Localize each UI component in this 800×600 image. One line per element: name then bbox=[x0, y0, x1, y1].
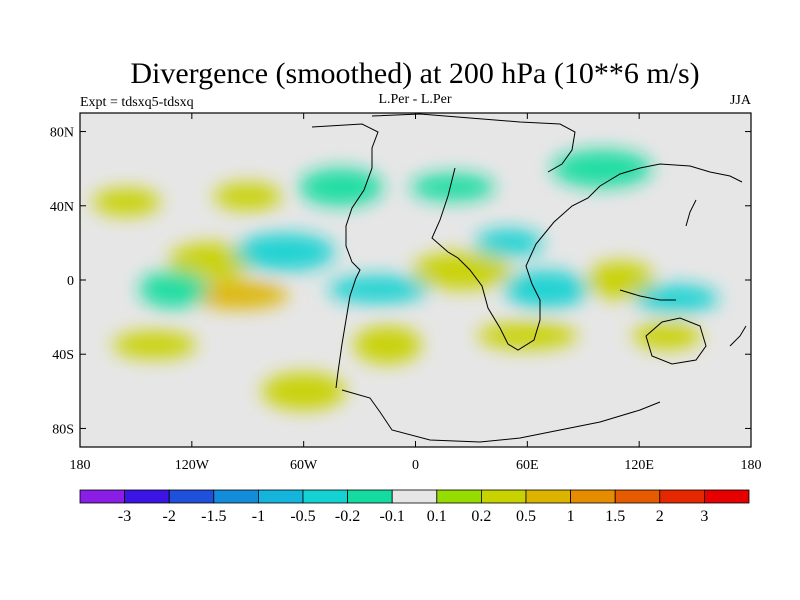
colorbar: -3 -2 -1.5 -1 -0.5 -0.2 -0.1 0.1 0.2 0.5 1 1.5 2 3 bbox=[79, 489, 750, 525]
coastline-americas bbox=[311, 123, 379, 389]
x-axis: 180 120W 60W 0 60E 120E 180 bbox=[70, 113, 762, 473]
colorbar-label: 3 bbox=[700, 508, 708, 525]
anomaly-region bbox=[503, 270, 588, 309]
colorbar-label: -2 bbox=[163, 508, 176, 525]
colorbar-swatch bbox=[302, 489, 348, 504]
x-tick-label: 180 bbox=[70, 458, 91, 473]
right-label: JJA bbox=[730, 93, 752, 108]
anomaly-region bbox=[235, 233, 336, 272]
colorbar-swatch bbox=[213, 489, 259, 504]
x-tick-label: 120E bbox=[624, 458, 654, 473]
colorbar-swatch bbox=[525, 489, 571, 504]
y-tick-label: 80N bbox=[50, 126, 74, 141]
anomaly-region bbox=[139, 270, 208, 309]
colorbar-label: 2 bbox=[656, 508, 664, 525]
colorbar-label: 1.5 bbox=[605, 508, 625, 525]
colorbar-swatch bbox=[79, 489, 125, 504]
anomaly-region bbox=[474, 228, 543, 257]
colorbar-swatch bbox=[480, 489, 527, 504]
colorbar-label: -0.2 bbox=[335, 508, 360, 525]
colorbar-label: -1 bbox=[252, 508, 265, 525]
center-label: L.Per - L.Per bbox=[378, 92, 451, 107]
anomaly-region bbox=[633, 321, 702, 350]
colorbar-label: 1 bbox=[567, 508, 575, 525]
y-tick-label: 40N bbox=[50, 200, 74, 215]
colorbar-label: -1.5 bbox=[201, 508, 226, 525]
coastline-australia bbox=[645, 317, 707, 365]
colorbar-label: -0.1 bbox=[380, 508, 405, 525]
anomaly-field bbox=[92, 149, 719, 411]
colorbar-label: 0.5 bbox=[516, 508, 536, 525]
colorbar-swatch bbox=[168, 489, 215, 504]
coastline-indonesia bbox=[619, 289, 676, 301]
anomaly-region bbox=[92, 188, 161, 217]
colorbar-swatch bbox=[391, 489, 438, 504]
colorbar-swatch bbox=[570, 489, 616, 504]
anomaly-region bbox=[261, 372, 346, 411]
coastline-europe-africa bbox=[431, 167, 601, 351]
anomaly-region bbox=[353, 325, 422, 364]
anomaly-region bbox=[213, 182, 282, 211]
colorbar-label: -3 bbox=[118, 508, 131, 525]
x-tick-label: 60W bbox=[290, 458, 318, 473]
anomaly-region bbox=[112, 330, 197, 359]
coastline-nz bbox=[729, 325, 747, 347]
colorbar-swatch bbox=[659, 489, 705, 504]
x-tick-label: 0 bbox=[412, 458, 419, 473]
anomaly-region bbox=[477, 321, 578, 350]
y-tick-label: 80S bbox=[52, 422, 74, 437]
colorbar-swatch bbox=[614, 489, 661, 504]
anomaly-region bbox=[634, 284, 719, 313]
colorbar-swatch bbox=[124, 489, 170, 504]
anomaly-region bbox=[298, 168, 383, 207]
colorbar-swatch bbox=[257, 489, 304, 504]
coastline-japan bbox=[685, 199, 697, 227]
colorbar-label: 0.1 bbox=[427, 508, 447, 525]
colorbar-swatch bbox=[436, 489, 482, 504]
anomaly-region bbox=[328, 275, 429, 304]
coastline-antarctica bbox=[341, 389, 661, 443]
colorbar-label: -0.5 bbox=[290, 508, 315, 525]
anomaly-region bbox=[410, 173, 495, 202]
left-label: Expt = tdsxq5-tdsxq bbox=[80, 95, 194, 110]
coastlines bbox=[311, 113, 747, 443]
colorbar-swatch bbox=[704, 489, 750, 504]
anomaly-region bbox=[168, 242, 253, 281]
chart-title: Divergence (smoothed) at 200 hPa (10**6 … bbox=[130, 57, 699, 90]
x-tick-label: 180 bbox=[741, 458, 762, 473]
anomaly-region bbox=[188, 280, 289, 309]
x-tick-label: 60E bbox=[516, 458, 539, 473]
y-tick-label: 40S bbox=[52, 348, 74, 363]
x-tick-label: 120W bbox=[175, 458, 210, 473]
y-axis: 80N 40N 0 40S 80S bbox=[50, 126, 751, 437]
colorbar-label: 0.2 bbox=[471, 508, 491, 525]
colorbar-swatch bbox=[347, 489, 393, 504]
anomaly-region bbox=[586, 261, 655, 299]
y-tick-label: 0 bbox=[67, 274, 74, 289]
anomaly-region bbox=[551, 149, 652, 188]
coastline-greenland bbox=[371, 113, 576, 173]
anomaly-region bbox=[412, 251, 513, 290]
coastline-asia bbox=[599, 163, 743, 187]
